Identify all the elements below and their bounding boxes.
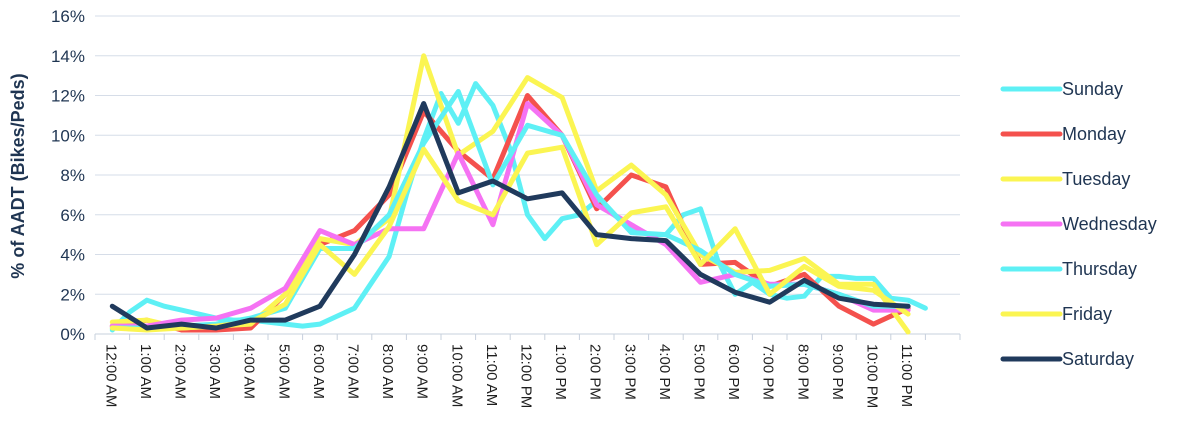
x-tick-label: 1:00 PM bbox=[552, 344, 569, 400]
y-tick-label: 4% bbox=[60, 246, 85, 265]
x-axis-ticks: 12:00 AM 1:00 AM 2:00 AM 3:00 AM 4:00 AM 5:00… bbox=[94, 334, 961, 408]
x-tick-label: 4:00 PM bbox=[656, 344, 673, 400]
x-tick-label: 12:00 AM bbox=[102, 344, 119, 407]
x-tick-label: 5:00 PM bbox=[691, 344, 708, 400]
x-tick-label: 10:00 PM bbox=[864, 344, 881, 408]
x-tick-label: 2:00 PM bbox=[587, 344, 604, 400]
legend-label: Monday bbox=[1062, 124, 1126, 144]
y-tick-label: 0% bbox=[60, 325, 85, 344]
y-axis-label: % of AADT (Bikes/Peds) bbox=[8, 73, 28, 278]
legend-label: Wednesday bbox=[1062, 214, 1157, 234]
x-tick-label: 8:00 AM bbox=[379, 344, 396, 399]
x-tick-label: 2:00 AM bbox=[172, 344, 189, 399]
y-tick-label: 14% bbox=[51, 47, 85, 66]
x-tick-label: 11:00 AM bbox=[483, 344, 500, 406]
x-tick-label: 3:00 AM bbox=[206, 344, 223, 399]
series-lines bbox=[109, 53, 928, 335]
series-line-monday bbox=[109, 93, 911, 333]
y-tick-label: 2% bbox=[60, 285, 85, 304]
y-tick-label: 6% bbox=[60, 206, 85, 225]
x-tick-label: 9:00 PM bbox=[829, 344, 846, 400]
legend: Sunday Monday Tuesday Wednesday Thursday Frid… bbox=[1000, 79, 1157, 369]
x-tick-label: 10:00 AM bbox=[448, 344, 465, 407]
y-tick-label: 12% bbox=[51, 87, 85, 106]
x-tick-label: 1:00 AM bbox=[137, 344, 154, 399]
legend-label: Friday bbox=[1062, 304, 1112, 324]
x-tick-label: 4:00 AM bbox=[241, 344, 258, 399]
y-tick-label: 16% bbox=[51, 7, 85, 26]
y-axis-ticks: 0% 2% 4% 6% 8% 10% 12% 14% 16% bbox=[51, 7, 85, 344]
x-tick-label: 3:00 PM bbox=[621, 344, 638, 400]
series-line-saturday bbox=[109, 101, 911, 331]
x-tick-label: 12:00 PM bbox=[518, 344, 535, 408]
x-tick-label: 7:00 AM bbox=[345, 344, 362, 399]
x-tick-label: 8:00 PM bbox=[794, 344, 811, 400]
x-tick-label: 5:00 AM bbox=[275, 344, 292, 399]
legend-label: Tuesday bbox=[1062, 169, 1130, 189]
x-tick-label: 6:00 AM bbox=[310, 344, 327, 399]
legend-label: Saturday bbox=[1062, 349, 1134, 369]
y-tick-label: 10% bbox=[51, 126, 85, 145]
y-tick-label: 8% bbox=[60, 166, 85, 185]
x-tick-label: 11:00 PM bbox=[898, 344, 915, 407]
x-tick-label: 6:00 PM bbox=[725, 344, 742, 400]
legend-label: Thursday bbox=[1062, 259, 1137, 279]
legend-label: Sunday bbox=[1062, 79, 1123, 99]
x-tick-label: 9:00 AM bbox=[414, 344, 431, 399]
x-tick-label: 7:00 PM bbox=[760, 344, 777, 400]
